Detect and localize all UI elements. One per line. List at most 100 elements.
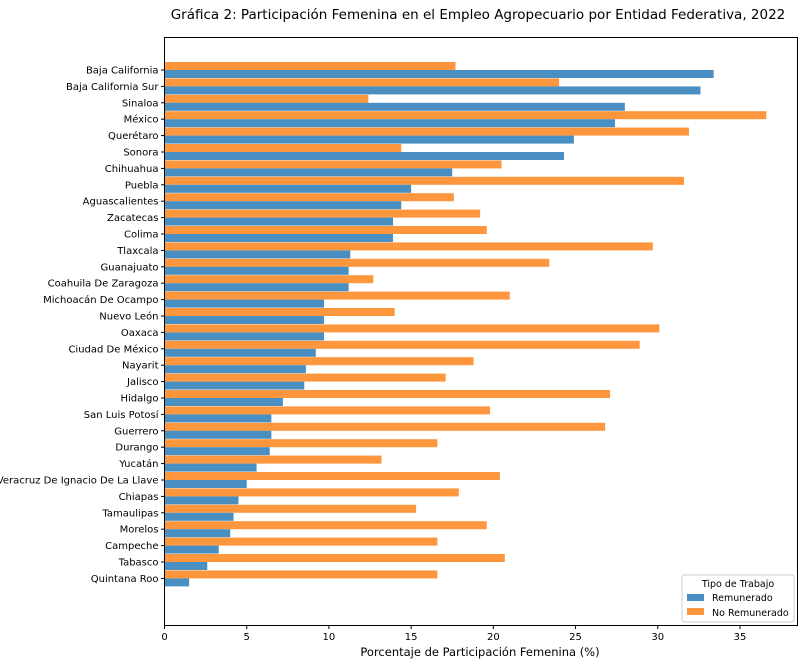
bar-remunerado: [164, 332, 324, 341]
x-tick-label: 30: [651, 632, 664, 643]
y-tick-label: Jalisco: [126, 377, 158, 388]
bar-no-remunerado: [164, 340, 640, 349]
y-tick-label: Morelos: [120, 525, 159, 536]
x-tick-label: 5: [244, 632, 250, 643]
bar-no-remunerado: [164, 209, 481, 218]
bar-remunerado: [164, 250, 351, 259]
x-tick-label: 0: [161, 632, 167, 643]
axes-frame: [164, 37, 798, 626]
y-tick-label: Yucatán: [118, 458, 158, 470]
bar-no-remunerado: [164, 308, 395, 316]
bar-no-remunerado: [164, 472, 500, 480]
bar-remunerado: [164, 381, 305, 390]
y-tick-label: Baja California: [86, 66, 159, 77]
x-tick-label: 35: [734, 632, 747, 643]
bar-remunerado: [164, 168, 453, 177]
bar-remunerado: [164, 86, 701, 95]
legend: Tipo de Trabajo Remunerado No Remunerado: [681, 574, 795, 623]
bar-no-remunerado: [164, 521, 487, 530]
bar-no-remunerado: [164, 176, 685, 185]
bar-no-remunerado: [164, 390, 611, 398]
x-axis-label: Porcentaje de Participación Femenina (%): [360, 645, 599, 659]
bar-remunerado: [164, 562, 208, 570]
bar-remunerado: [164, 102, 625, 111]
y-tick-label: Nayarit: [122, 361, 159, 372]
bar-no-remunerado: [164, 357, 474, 366]
bar-no-remunerado: [164, 291, 510, 300]
bar-no-remunerado: [164, 439, 438, 448]
legend-label-no-remunerado: No Remunerado: [712, 608, 789, 619]
bar-no-remunerado: [164, 160, 502, 169]
y-tick-label: Chihuahua: [105, 164, 159, 175]
bar-no-remunerado: [164, 127, 689, 136]
bar-remunerado: [164, 398, 283, 406]
bar-remunerado: [164, 201, 402, 210]
bar-remunerado: [164, 135, 574, 144]
legend-title: Tipo de Trabajo: [701, 579, 775, 590]
y-tick-label: Puebla: [125, 180, 159, 191]
bar-no-remunerado: [164, 373, 446, 382]
bar-no-remunerado: [164, 554, 505, 562]
bar-no-remunerado: [164, 62, 456, 70]
y-tick-label: Sinaloa: [122, 98, 159, 109]
bars: [164, 62, 767, 587]
legend-box: [681, 574, 795, 623]
legend-swatch-remunerado: [687, 594, 704, 601]
bar-remunerado: [164, 463, 257, 472]
bar-no-remunerado: [164, 406, 491, 415]
x-tick-label: 20: [487, 632, 500, 643]
bar-no-remunerado: [164, 504, 417, 513]
bar-remunerado: [164, 348, 316, 357]
bar-remunerado: [164, 545, 219, 554]
bar-remunerado: [164, 414, 272, 423]
x-tick-label: 10: [323, 632, 336, 643]
bar-remunerado: [164, 119, 615, 128]
bar-remunerado: [164, 299, 324, 308]
bar-no-remunerado: [164, 455, 382, 464]
x-axis: 0 5 10 15 20 25 30 35: [161, 625, 747, 643]
y-axis: Baja California Baja California Sur Sinalo…: [0, 66, 165, 585]
bar-no-remunerado: [164, 570, 438, 579]
bar-remunerado: [164, 578, 190, 587]
y-tick-label: Aguascalientes: [83, 197, 159, 208]
y-tick-label: Nuevo León: [99, 311, 158, 323]
y-tick-label: Guerrero: [114, 426, 158, 437]
bar-no-remunerado: [164, 193, 454, 202]
y-tick-label: Michoacán De Ocampo: [43, 294, 158, 306]
bar-remunerado: [164, 217, 394, 226]
y-tick-label: Guanajuato: [101, 262, 159, 273]
bar-no-remunerado: [164, 242, 653, 251]
bar-no-remunerado: [164, 78, 560, 87]
bar-no-remunerado: [164, 488, 459, 497]
bar-no-remunerado: [164, 144, 402, 152]
y-tick-label: Coahuila De Zaragoza: [48, 279, 159, 290]
x-tick-label: 25: [569, 632, 582, 643]
y-tick-label: Querétaro: [108, 130, 158, 142]
y-tick-label: Sonora: [123, 148, 158, 159]
y-tick-label: Baja California Sur: [66, 82, 159, 93]
y-tick-label: Colima: [124, 230, 159, 241]
x-tick-label: 15: [405, 632, 418, 643]
bar-no-remunerado: [164, 537, 438, 546]
bar-remunerado: [164, 283, 349, 292]
bar-no-remunerado: [164, 226, 487, 234]
bar-remunerado: [164, 512, 234, 521]
bar-remunerado: [164, 316, 324, 324]
y-tick-label: México: [124, 114, 159, 126]
bar-remunerado: [164, 365, 306, 374]
bar-remunerado: [164, 447, 270, 456]
y-tick-label: Chiapas: [119, 492, 159, 503]
chart-title: Gráfica 2: Participación Femenina en el …: [171, 7, 786, 23]
y-tick-label: Quintana Roo: [91, 574, 159, 585]
bar-remunerado: [164, 266, 349, 275]
bar-remunerado: [164, 529, 231, 538]
bar-remunerado: [164, 234, 394, 242]
y-tick-label: Tamaulipas: [101, 508, 158, 519]
bar-no-remunerado: [164, 275, 374, 284]
legend-swatch-no-remunerado: [687, 608, 704, 615]
bar-remunerado: [164, 480, 247, 488]
y-tick-label: Veracruz De Ignacio De La Llave: [0, 476, 159, 487]
bar-remunerado: [164, 430, 272, 439]
bar-remunerado: [164, 70, 714, 78]
y-tick-label: Tabasco: [118, 558, 159, 569]
